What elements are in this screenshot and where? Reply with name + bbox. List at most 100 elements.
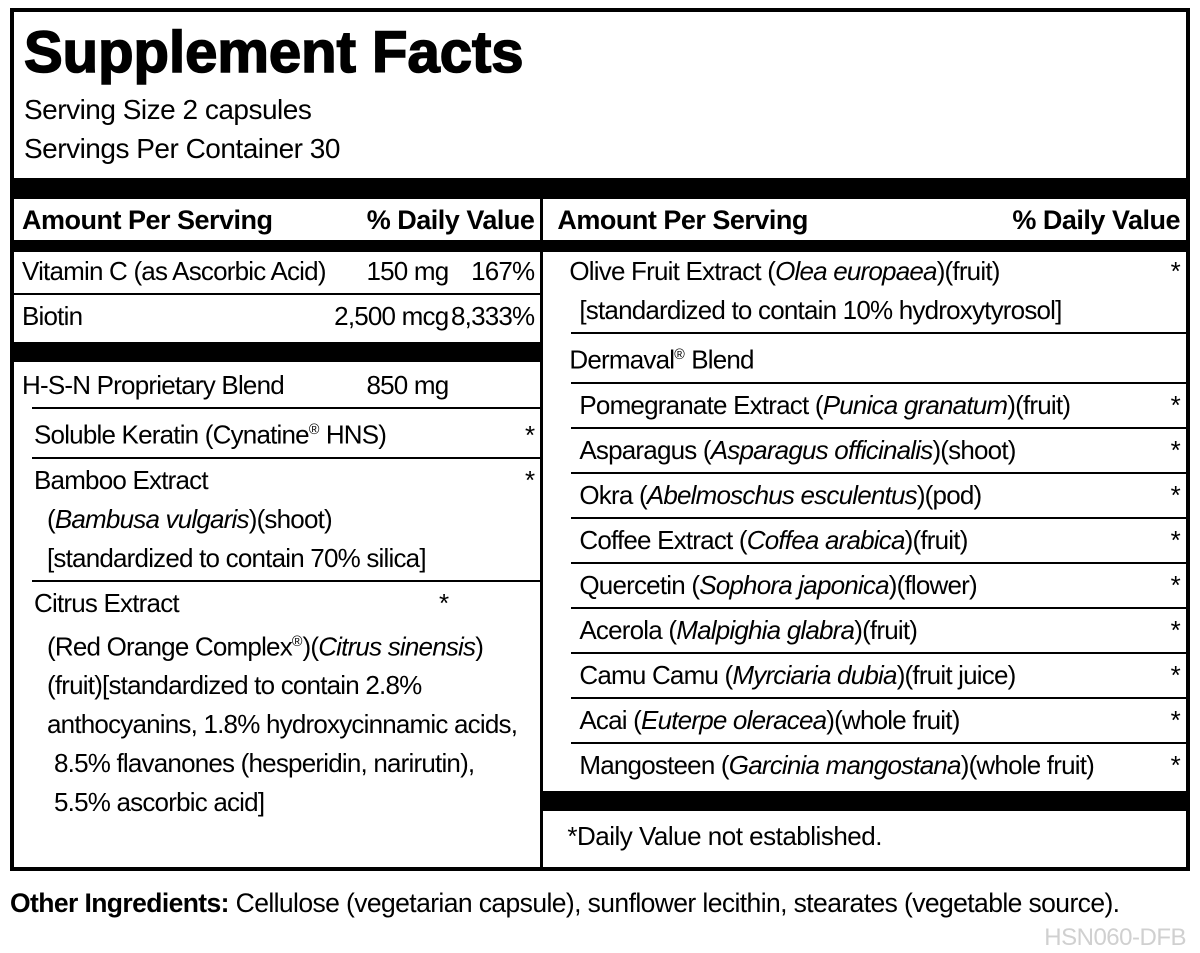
ingredient-text: Bamboo Extract — [34, 464, 209, 495]
ingredient-row: Asparagus (Asparagus officinalis)(shoot)… — [543, 431, 1186, 470]
ingredient-text: ® — [308, 422, 320, 438]
right-column-header: Amount Per Serving % Daily Value — [543, 199, 1186, 240]
ingredient-text: )(shoot) — [248, 503, 333, 534]
daily-value-footnote: *Daily Value not established. — [567, 820, 882, 851]
ingredient-row: [standardized to contain 70% silica] — [14, 539, 540, 578]
left-ingredient-list: Vitamin C (as Ascorbic Acid) 150 mg 167% Bi… — [14, 252, 541, 823]
ingredient-text: Okra ( — [579, 479, 647, 510]
ingredient-name: Pomegranate Extract (Punica granatum)(fr… — [579, 386, 1094, 425]
ingredient-row: Citrus Extract * — [14, 584, 540, 623]
asterisk: * — [1170, 434, 1181, 465]
ingredient-name: Dermaval® Blend — [569, 336, 1186, 380]
ingredient-name: Acerola (Malpighia glabra)(fruit) — [579, 611, 1094, 650]
ingredient-text: )(fruit) — [1007, 389, 1071, 420]
latin-name: Bambusa vulgaris — [54, 503, 250, 534]
ingredient-text: Coffee Extract ( — [579, 524, 747, 555]
daily-value-cell: 8,333% — [450, 301, 535, 331]
ingredient-text: )(shoot) — [932, 434, 1016, 465]
ingredient-row: Acerola (Malpighia glabra)(fruit) * — [543, 611, 1186, 650]
thick-divider-bar — [543, 790, 1186, 811]
ingredient-text: Dermaval — [569, 344, 675, 375]
ingredient-text: 5.5% ascorbic acid] — [54, 787, 265, 818]
supplement-facts-panel: Supplement Facts Serving Size 2 capsules… — [10, 8, 1190, 871]
latin-name: Punica granatum — [822, 389, 1008, 420]
asterisk: * — [1170, 479, 1181, 510]
ingredient-text: HNS) — [319, 419, 387, 450]
ingredient-name: Asparagus (Asparagus officinalis)(shoot) — [579, 431, 1094, 470]
ingredient-row: (Bambusa vulgaris)(shoot) — [14, 500, 540, 539]
thick-divider-bar — [14, 342, 541, 362]
asterisk: * — [525, 464, 535, 495]
ingredient-text: H-S-N Proprietary Blend — [22, 370, 285, 400]
ingredient-text: Mangosteen ( — [579, 749, 729, 780]
ingredient-name: Mangosteen (Garcinia mangostana)(whole f… — [579, 746, 1094, 785]
ingredient-text: )(fruit) — [936, 256, 1001, 286]
ingredient-text: Soluble Keratin (Cynatine — [34, 419, 310, 450]
ingredient-name: H-S-N Proprietary Blend — [22, 366, 330, 405]
ingredient-block: Quercetin (Sophora japonica)(flower) * — [543, 566, 1186, 609]
daily-value-header: % Daily Value — [366, 205, 535, 235]
ingredient-row: Bamboo Extract * — [14, 461, 540, 500]
latin-name: Euterpe oleracea — [641, 704, 827, 735]
ingredient-text: )( — [302, 631, 319, 662]
panel-title: Supplement Facts — [23, 20, 524, 85]
ingredient-block: Bamboo Extract * (Bambusa vulgaris)(shoot)… — [14, 461, 541, 582]
row-separator — [32, 456, 541, 459]
asterisk: * — [439, 587, 449, 618]
ingredient-row: Dermaval® Blend — [543, 336, 1186, 380]
latin-name: Sophora japonica — [699, 569, 889, 600]
ingredient-name: 5.5% ascorbic acid] — [54, 783, 540, 822]
ingredient-name: (Red Orange Complex®)(Citrus sinensis) — [47, 623, 540, 667]
ingredient-text: Pomegranate Extract ( — [579, 389, 823, 420]
other-ingredients-text: Cellulose (vegetarian capsule), sunflowe… — [228, 887, 1120, 918]
ingredient-text: )(pod) — [916, 479, 982, 510]
ingredient-name: Vitamin C (as Ascorbic Acid) — [22, 252, 330, 291]
ingredient-text: [standardized to contain 10% hydroxytyro… — [579, 295, 1062, 325]
ingredient-text: 8.5% flavanones (hesperidin, narirutin), — [54, 748, 475, 779]
ingredient-row: Quercetin (Sophora japonica)(flower) * — [543, 566, 1186, 605]
ingredient-name: Biotin — [22, 297, 330, 336]
ingredient-block: Dermaval® Blend — [543, 336, 1186, 384]
panel-header-area: Supplement Facts Serving Size 2 capsules… — [14, 12, 1186, 168]
daily-value-cell: 167% — [471, 256, 535, 286]
ingredient-row: Olive Fruit Extract (Olea europaea)(frui… — [543, 252, 1186, 291]
ingredient-name: [standardized to contain 70% silica] — [47, 539, 540, 578]
ingredient-text: ® — [674, 347, 685, 363]
thick-divider-bar — [14, 178, 1186, 199]
ingredient-name: [standardized to contain 10% hydroxytyro… — [579, 291, 1186, 330]
ingredient-text: )(fruit) — [904, 524, 969, 555]
ingredient-row: Mangosteen (Garcinia mangostana)(whole f… — [543, 746, 1186, 785]
ingredient-row: 8.5% flavanones (hesperidin, narirutin), — [14, 744, 540, 783]
left-column: Amount Per Serving % Daily Value Vitamin… — [14, 199, 541, 867]
left-column-header: Amount Per Serving % Daily Value — [14, 199, 540, 240]
ingredient-row: Okra (Abelmoschus esculentus)(pod) * — [543, 476, 1186, 515]
asterisk: * — [1170, 614, 1181, 645]
amount-value: 150 mg — [366, 256, 449, 286]
daily-value-header: % Daily Value — [1012, 205, 1180, 235]
row-separator — [571, 696, 1186, 699]
ingredient-name: Acai (Euterpe oleracea)(whole fruit) — [579, 701, 1094, 740]
ingredient-name: anthocyanins, 1.8% hydroxycinnamic acids… — [47, 705, 540, 744]
ingredient-row: Vitamin C (as Ascorbic Acid) 150 mg 167% — [14, 252, 540, 291]
ingredient-block: Acai (Euterpe oleracea)(whole fruit) * — [543, 701, 1186, 744]
ingredient-name: Soluble Keratin (Cynatine® HNS) — [34, 411, 448, 455]
ingredient-text: )(fruit juice) — [896, 659, 1017, 690]
ingredient-name: Okra (Abelmoschus esculentus)(pod) — [579, 476, 1094, 515]
row-separator — [14, 293, 541, 295]
header-underline-bar — [14, 240, 541, 252]
latin-name: Garcinia mangostana — [728, 749, 962, 780]
ingredient-row: 5.5% ascorbic acid] — [14, 783, 540, 822]
ingredient-row: Soluble Keratin (Cynatine® HNS) * — [14, 411, 540, 455]
ingredient-block: Citrus Extract * (Red Orange Complex®)(Cit… — [14, 584, 540, 823]
amount-value: 2,500 mcg — [334, 301, 449, 331]
ingredient-text: [standardized to contain 70% silica] — [47, 542, 427, 573]
ingredient-text: (Red Orange Complex — [47, 631, 293, 662]
ingredient-name: Camu Camu (Myrciaria dubia)(fruit juice) — [579, 656, 1094, 695]
ingredient-name: Citrus Extract — [34, 584, 330, 623]
right-column: Amount Per Serving % Daily Value Olive F… — [540, 199, 1186, 867]
ingredient-text: Olive Fruit Extract ( — [569, 256, 776, 286]
ingredient-row: (Red Orange Complex®)(Citrus sinensis) — [14, 623, 540, 667]
ingredient-text: Citrus Extract — [34, 587, 180, 618]
ingredient-block: Soluble Keratin (Cynatine® HNS) * — [14, 411, 541, 459]
row-separator — [32, 407, 541, 409]
